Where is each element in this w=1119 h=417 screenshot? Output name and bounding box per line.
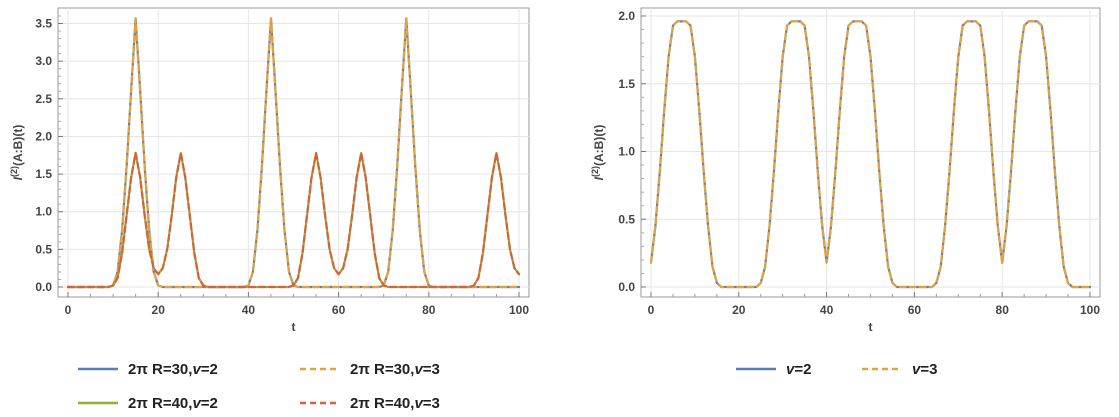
y-tick-label: 0.0 [618,280,635,294]
legend-label-suffix: =2 [794,361,811,378]
legend-entry: 2π R=40,v=2 [78,395,218,412]
y-tick-label: 0.0 [35,280,52,294]
series-line-2 [649,20,1092,289]
y-tick-label: 2.0 [618,9,635,23]
legend-entry: 2π R=40,v=3 [300,395,440,412]
x-tick-label: 40 [242,303,256,317]
x-tick-label: 40 [820,303,834,317]
legend-entry: 2π R=30,v=3 [300,361,440,378]
series-line-4 [66,151,521,289]
legend-label: v=3 [912,361,937,378]
y-axis-title-main: I [11,176,25,180]
y-tick-label: 1.0 [618,145,635,159]
legend-label-var: v [912,361,922,378]
y-axis-title-rest: (A:B)(t) [11,125,25,166]
legend-label-prefix: 2π R=40, [350,395,414,412]
x-tick-label: 80 [422,303,436,317]
y-axis-title-sup: (2) [9,166,19,177]
chart-right: 0 20 40 60 80 100 0.0 0.5 1.0 1.5 2.0 t I(2)(A:B)(t) [590,7,1101,334]
y-axis-title-sup: (2) [590,166,600,177]
x-tick-label: 0 [65,303,72,317]
legend-label-prefix: 2π R=30, [350,361,414,378]
legend-entry: v=3 [862,361,937,378]
legend-label-prefix: 2π R=40, [128,395,192,412]
x-tick-label: 20 [152,303,166,317]
x-tick-label: 20 [732,303,746,317]
y-axis-title: I(2)(A:B)(t) [590,125,606,181]
legend-entry: 2π R=30,v=2 [78,361,218,378]
x-tick-label: 80 [996,303,1010,317]
y-tick-label: 2.5 [35,92,52,106]
legend-label: 2π R=30,v=2 [128,361,218,378]
legend-left: 2π R=30,v=2 2π R=30,v=32π R=40,v=2 2π R=40… [78,361,440,412]
y-axis-title-main: I [592,176,606,180]
legend-label-var: v [192,395,202,412]
y-tick-label: 2.0 [35,129,52,143]
legend-label-var: v [414,361,424,378]
x-axis-title: t [292,320,296,334]
y-tick-label: 1.0 [35,205,52,219]
legend-label-suffix: =2 [201,395,218,412]
legend-label-prefix: 2π R=30, [128,361,192,378]
y-tick-label: 1.5 [618,77,635,91]
y-tick-label: 0.5 [618,212,635,226]
legend-label: v=2 [786,361,811,378]
plot-frame [57,7,530,298]
y-tick-label: 3.5 [35,17,52,31]
legend-entry: v=2 [736,361,811,378]
y-axis-title: I(2)(A:B)(t) [9,125,25,181]
legend-label: 2π R=30,v=3 [350,361,440,378]
x-tick-label: 100 [509,303,529,317]
legend-label-var: v [786,361,796,378]
x-tick-label: 60 [908,303,922,317]
legend-label: 2π R=40,v=2 [128,395,218,412]
x-tick-label: 60 [332,303,346,317]
legend-label-suffix: =3 [423,395,440,412]
y-tick-label: 1.5 [35,167,52,181]
legend-label-var: v [414,395,424,412]
legend-right: v=2 v=3 [736,361,937,378]
legend-label-suffix: =2 [201,361,218,378]
x-tick-label: 0 [648,303,655,317]
x-axis-title: t [869,320,873,334]
series-line-2 [66,17,521,289]
y-tick-label: 3.0 [35,54,52,68]
legend-label: 2π R=40,v=3 [350,395,440,412]
chart-left: 0 20 40 60 80 100 0.0 0.5 1.0 1.5 2.0 2.5 3.0 3.5 t I(2… [9,7,530,334]
legend-label-var: v [192,361,202,378]
legend-label-suffix: =3 [423,361,440,378]
legend-label-suffix: =3 [920,361,937,378]
y-tick-label: 0.5 [35,242,52,256]
y-axis-title-rest: (A:B)(t) [592,125,606,166]
x-tick-label: 100 [1080,303,1100,317]
